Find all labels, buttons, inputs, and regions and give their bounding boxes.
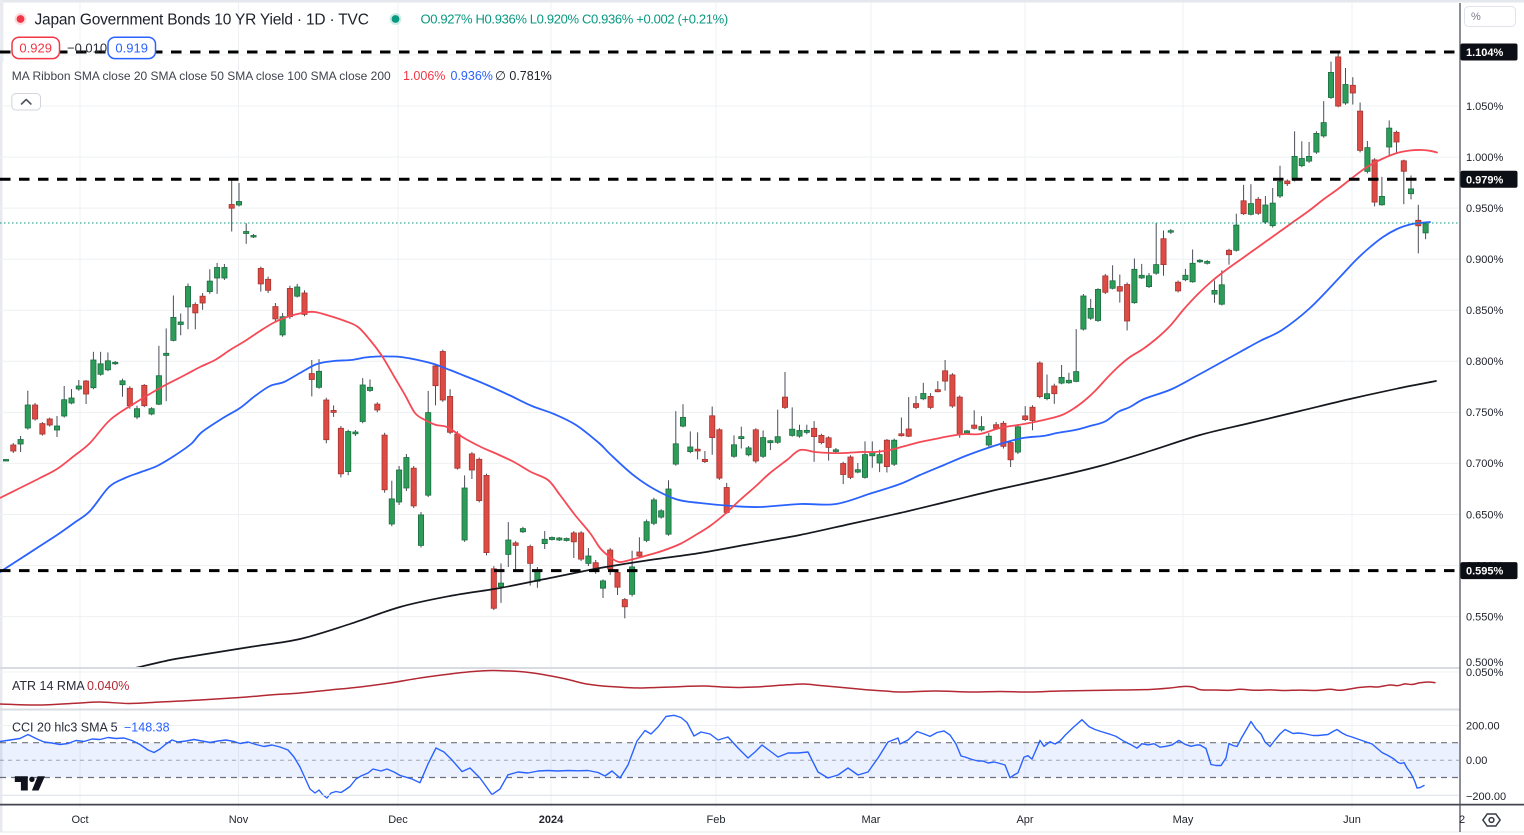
svg-text:1.000%: 1.000% [1466,152,1504,164]
svg-text:Apr: Apr [1016,814,1033,826]
svg-text:1.104%: 1.104% [1466,47,1504,59]
svg-text:−0.010: −0.010 [67,41,107,56]
svg-text:0.800%: 0.800% [1466,356,1504,368]
svg-text:0.850%: 0.850% [1466,305,1504,317]
svg-text:0.550%: 0.550% [1466,611,1504,623]
svg-text:0.00: 0.00 [1466,755,1487,767]
svg-text:Nov: Nov [229,814,249,826]
svg-text:Japan Government Bonds 10 YR Y: Japan Government Bonds 10 YR Yield · 1D … [35,12,369,29]
svg-text:0.900%: 0.900% [1466,254,1504,266]
svg-text:0.650%: 0.650% [1466,509,1504,521]
svg-text:∅ 0.781%: ∅ 0.781% [495,69,552,83]
svg-text:%: % [1471,11,1481,23]
svg-text:0.936%: 0.936% [451,69,493,83]
svg-text:CCI 20 hlc3 SMA 5: CCI 20 hlc3 SMA 5 [12,721,118,735]
svg-text:0.040%: 0.040% [87,679,129,693]
svg-text:Dec: Dec [388,814,408,826]
svg-text:1.006%: 1.006% [403,69,445,83]
svg-text:−148.38: −148.38 [124,721,170,735]
svg-text:Jun: Jun [1343,814,1361,826]
svg-text:Mar: Mar [862,814,881,826]
svg-text:2024: 2024 [539,814,564,826]
svg-text:−200.00: −200.00 [1466,791,1506,803]
svg-text:0.919: 0.919 [115,41,148,56]
svg-text:200.00: 200.00 [1466,720,1500,732]
svg-text:Feb: Feb [707,814,726,826]
svg-text:O0.927% H0.936% L0.920% C0.936: O0.927% H0.936% L0.920% C0.936% +0.002 (… [421,12,728,27]
svg-text:ATR 14 RMA: ATR 14 RMA [12,679,85,693]
svg-text:0.595%: 0.595% [1466,566,1504,578]
svg-text:0.500%: 0.500% [1466,657,1504,669]
svg-text:0.750%: 0.750% [1466,407,1504,419]
svg-text:0.700%: 0.700% [1466,458,1504,470]
svg-text:0.929: 0.929 [19,41,52,56]
svg-text:MA Ribbon SMA close 20 SMA clo: MA Ribbon SMA close 20 SMA close 50 SMA … [12,69,391,83]
svg-text:May: May [1173,814,1194,826]
svg-text:Oct: Oct [71,814,88,826]
svg-text:2: 2 [1459,814,1465,826]
svg-text:0.950%: 0.950% [1466,203,1504,215]
svg-text:0.050%: 0.050% [1466,667,1504,679]
svg-text:0.979%: 0.979% [1466,174,1504,186]
svg-text:1.050%: 1.050% [1466,101,1504,113]
